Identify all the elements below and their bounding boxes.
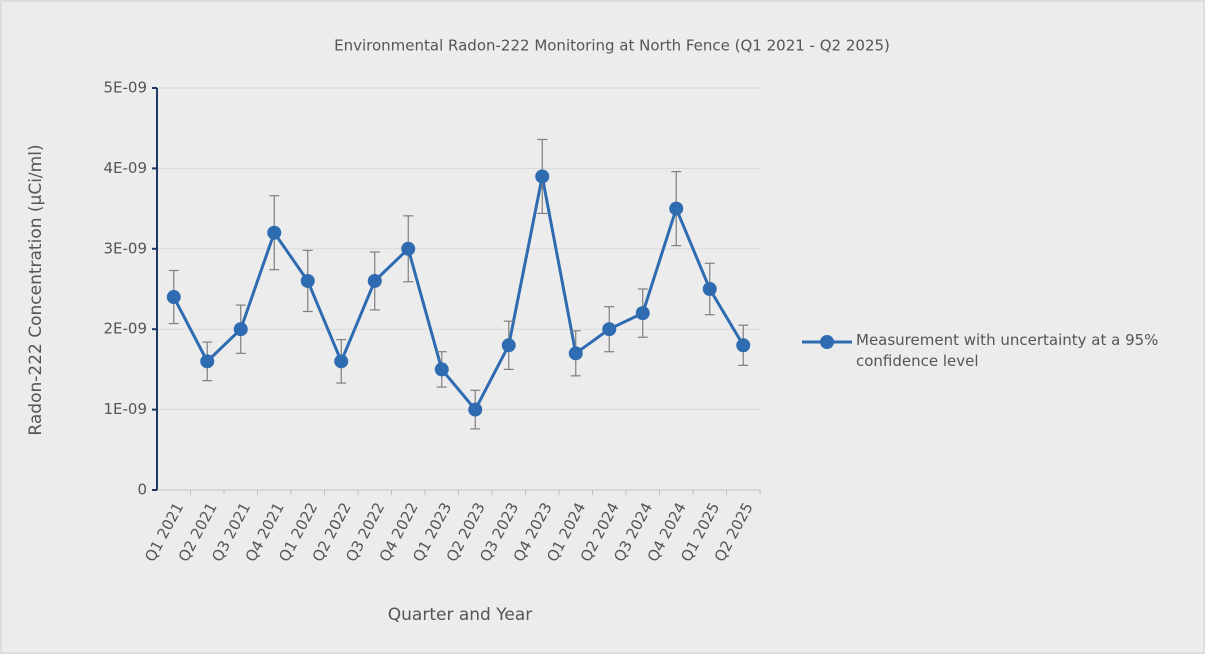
y-tick-label: 4E-09: [103, 159, 147, 177]
data-point: [635, 306, 650, 321]
y-tick-label: 2E-09: [103, 320, 147, 338]
x-axis-label: Quarter and Year: [388, 605, 532, 625]
y-axis-label: Radon-222 Concentration (µCi/ml): [26, 144, 46, 435]
data-point: [501, 338, 516, 353]
legend-label: Measurement with uncertainty at a 95% co…: [856, 331, 1159, 370]
y-tick-label: 0: [137, 481, 147, 499]
data-line: [172, 176, 745, 413]
legend-box: Measurement with uncertainty at a 95% co…: [856, 331, 1159, 370]
chart-title: Environmental Radon-222 Monitoring at No…: [334, 37, 890, 55]
data-point: [401, 241, 416, 256]
y-tick-label: 5E-09: [103, 79, 147, 97]
data-point: [334, 354, 349, 369]
data-point: [233, 322, 248, 337]
data-point: [200, 354, 215, 369]
y-tick-label: 3E-09: [103, 239, 147, 257]
data-point: [602, 322, 617, 337]
data-point: [468, 402, 483, 417]
data-point: [267, 225, 282, 240]
data-point: [166, 290, 181, 305]
data-point: [736, 338, 751, 353]
data-point: [702, 282, 717, 296]
data-point: [535, 169, 550, 184]
data-point: [434, 362, 449, 377]
data-point: [367, 273, 382, 288]
y-tick-label: 1E-09: [103, 400, 147, 418]
data-point: [568, 346, 583, 361]
legend-marker: [820, 335, 834, 349]
data-point: [300, 273, 315, 288]
data-point: [669, 201, 684, 216]
